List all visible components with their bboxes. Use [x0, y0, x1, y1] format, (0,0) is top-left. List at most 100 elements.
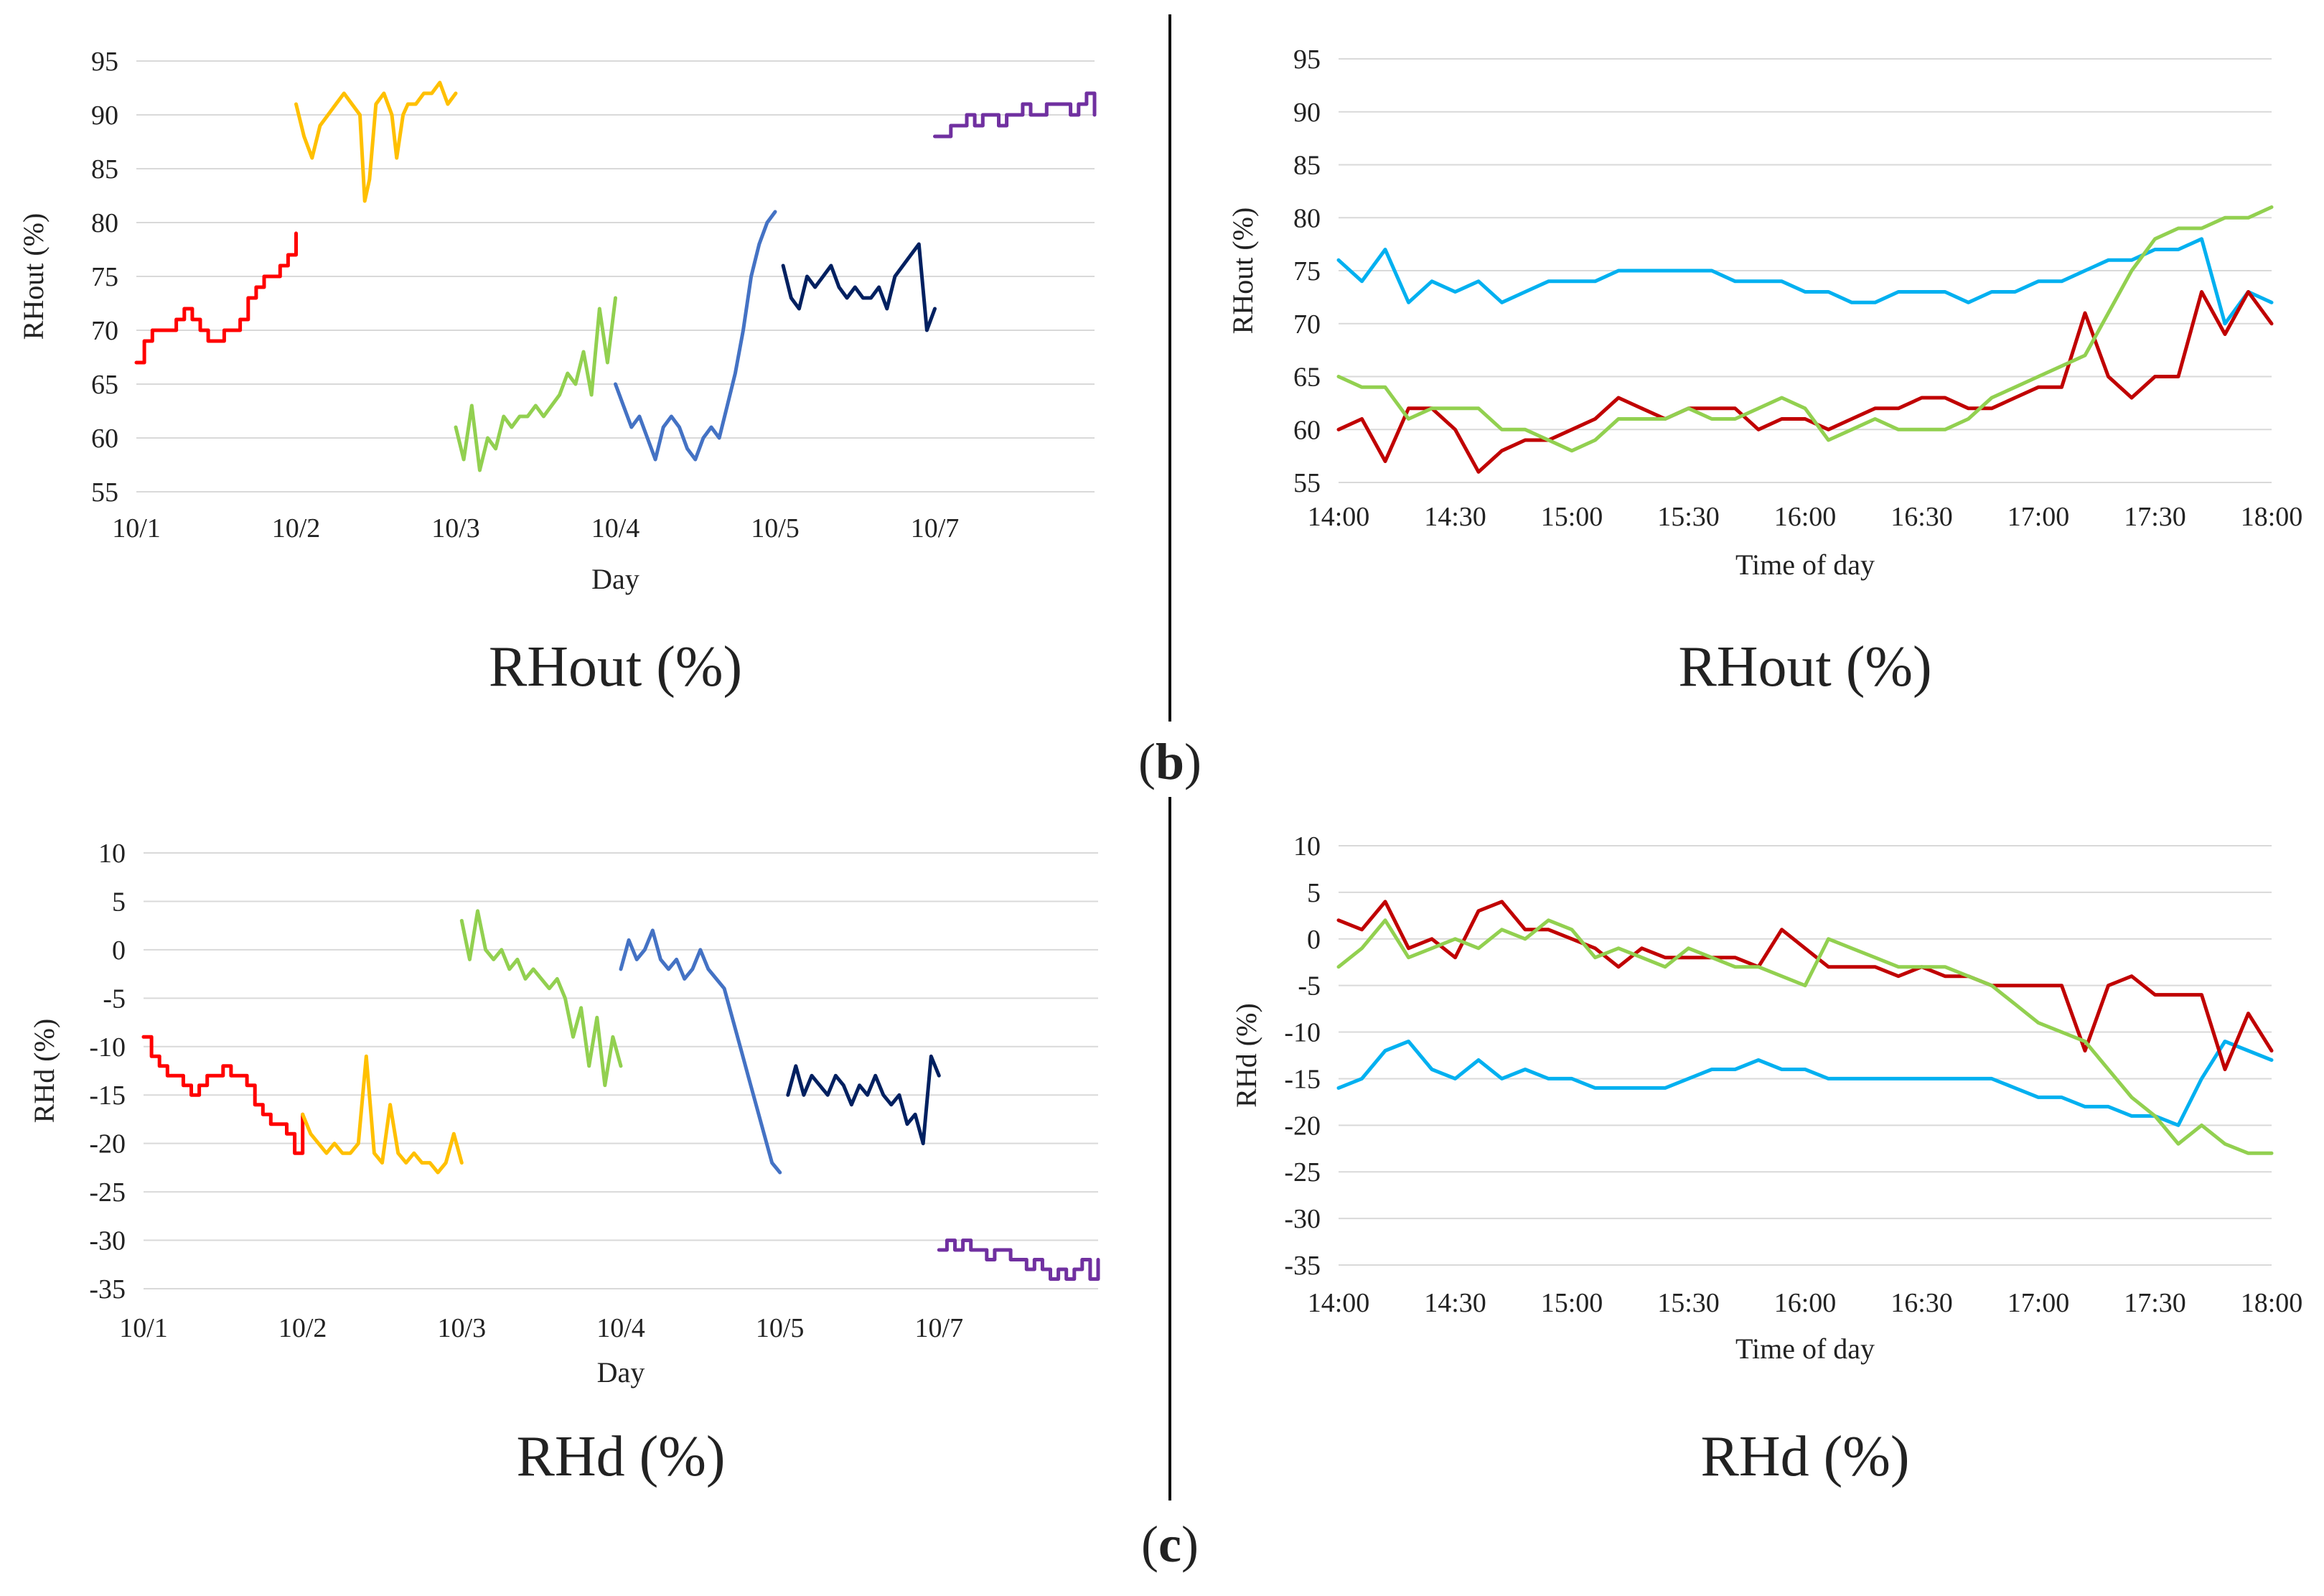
series-line-3	[454, 296, 617, 472]
series-line-3	[1336, 205, 2274, 453]
x-tick-label: 14:00	[1308, 1288, 1370, 1318]
chart-rhd-day: -35 -30 -25 -20 -15 -10 -5 0 5 10 10/1 10/2 10/3 10/4…	[28, 839, 1100, 1488]
x-tick-label: 15:30	[1657, 1288, 1720, 1318]
y-tick-label: 65	[91, 370, 118, 400]
series-line-6	[937, 1238, 1100, 1281]
y-tick-label: -20	[1284, 1111, 1321, 1141]
x-tick-label: 16:00	[1774, 502, 1837, 532]
series-line-4	[619, 928, 782, 1175]
series-line-1	[134, 231, 298, 365]
x-tick-label: 18:00	[2241, 502, 2303, 532]
y-tick-label: -30	[89, 1226, 126, 1256]
panel-label-c: (c)	[1141, 1516, 1199, 1573]
x-tick-label: 14:00	[1308, 502, 1370, 532]
series-line-2	[1336, 290, 2274, 474]
x-tick-label: 17:00	[2007, 1288, 2070, 1318]
x-tick-label: 16:30	[1890, 1288, 1953, 1318]
x-tick-label: 10/5	[751, 513, 800, 543]
series-line-5	[781, 242, 937, 332]
series-line-4	[614, 210, 777, 462]
y-tick-label: 70	[91, 316, 118, 346]
series-line-2	[1336, 900, 2274, 1071]
y-tick-label: 90	[91, 101, 118, 131]
x-tick-label: 10/1	[112, 513, 161, 543]
chart-title: RHd (%)	[1700, 1425, 1909, 1488]
y-tick-label: 60	[91, 424, 118, 454]
series-line-5	[786, 1054, 941, 1146]
x-tick-label: 14:30	[1424, 502, 1486, 532]
x-tick-label: 10/7	[915, 1313, 964, 1343]
y-tick-label: 75	[91, 262, 118, 292]
y-tick-label: -35	[89, 1274, 126, 1305]
chart-title: RHd (%)	[516, 1425, 725, 1488]
y-tick-label: -10	[1284, 1018, 1321, 1048]
y-tick-label: 0	[112, 935, 126, 966]
y-tick-label: 90	[1293, 98, 1321, 128]
y-tick-label: 55	[1293, 468, 1321, 498]
y-tick-label: -5	[1298, 971, 1321, 1002]
x-tick-label: 10/7	[911, 513, 960, 543]
y-axis-label: RHd (%)	[1230, 1003, 1262, 1108]
x-tick-label: 15:00	[1541, 1288, 1603, 1318]
y-tick-label: 5	[1307, 878, 1321, 908]
y-tick-label: -30	[1284, 1204, 1321, 1234]
x-tick-label: 17:30	[2124, 502, 2186, 532]
y-tick-label: 55	[91, 477, 118, 508]
y-tick-label: 10	[98, 839, 126, 869]
series-line-1	[1336, 1040, 2274, 1127]
chart-title: RHout (%)	[489, 635, 742, 699]
y-tick-label: 85	[1293, 151, 1321, 181]
x-axis-label: Time of day	[1735, 549, 1875, 581]
panel-label-b: (b)	[1138, 733, 1201, 790]
series-line-3	[459, 909, 623, 1088]
x-tick-label: 14:30	[1424, 1288, 1486, 1318]
x-tick-label: 18:00	[2241, 1288, 2303, 1318]
x-tick-label: 10/1	[119, 1313, 168, 1343]
y-tick-label: -10	[89, 1032, 126, 1063]
chart-rhout-time: 55 60 65 70 75 80 85 90 95 14:00 14:30 15:00 15:30 16…	[1227, 45, 2302, 699]
x-tick-label: 10/5	[756, 1313, 805, 1343]
x-tick-label: 10/3	[431, 513, 480, 543]
x-tick-label: 10/2	[278, 1313, 327, 1343]
y-tick-label: 10	[1293, 831, 1321, 862]
y-tick-label: 75	[1293, 256, 1321, 286]
chart-rhd-time: -35 -30 -25 -20 -15 -10 -5 0 5 10 14:00 14:30 15:00 1…	[1230, 831, 2302, 1488]
series-line-1	[141, 1035, 305, 1155]
x-tick-label: 16:30	[1890, 502, 1953, 532]
series-line-2	[301, 1054, 464, 1175]
x-tick-label: 10/2	[272, 513, 321, 543]
x-axis-label: Time of day	[1735, 1333, 1875, 1365]
y-tick-label: 95	[1293, 45, 1321, 75]
series-line-6	[933, 91, 1097, 139]
y-tick-label: 65	[1293, 363, 1321, 393]
y-axis-label: RHd (%)	[28, 1019, 60, 1124]
y-tick-label: -15	[1284, 1064, 1321, 1094]
y-tick-label: -20	[89, 1129, 126, 1159]
y-tick-label: 60	[1293, 415, 1321, 445]
x-axis-label: Day	[591, 563, 639, 595]
x-tick-label: 16:00	[1774, 1288, 1837, 1318]
x-tick-label: 15:00	[1541, 502, 1603, 532]
x-tick-label: 10/3	[438, 1313, 487, 1343]
chart-rhout-day: 55 60 65 70 75 80 85 90 95 10/1 10/2 10/3 10/4 10/5 10…	[17, 47, 1097, 699]
y-tick-label: 0	[1307, 925, 1321, 955]
series-line-2	[294, 80, 458, 203]
x-axis-label: Day	[597, 1356, 645, 1389]
x-tick-label: 10/4	[596, 1313, 645, 1343]
y-tick-label: 80	[1293, 203, 1321, 233]
y-tick-label: -35	[1284, 1251, 1321, 1281]
y-tick-label: -25	[89, 1177, 126, 1208]
y-axis-label: RHout (%)	[17, 213, 50, 340]
y-tick-label: 85	[91, 154, 118, 185]
y-tick-label: -25	[1284, 1157, 1321, 1187]
y-axis-label: RHout (%)	[1227, 207, 1259, 335]
chart-title: RHout (%)	[1678, 635, 1931, 699]
series-line-3	[1336, 918, 2274, 1155]
series-line-1	[1336, 237, 2274, 326]
x-tick-label: 15:30	[1657, 502, 1720, 532]
y-tick-label: 5	[112, 887, 126, 917]
x-tick-label: 17:00	[2007, 502, 2070, 532]
y-tick-label: 95	[91, 47, 118, 77]
y-tick-label: -15	[89, 1081, 126, 1111]
